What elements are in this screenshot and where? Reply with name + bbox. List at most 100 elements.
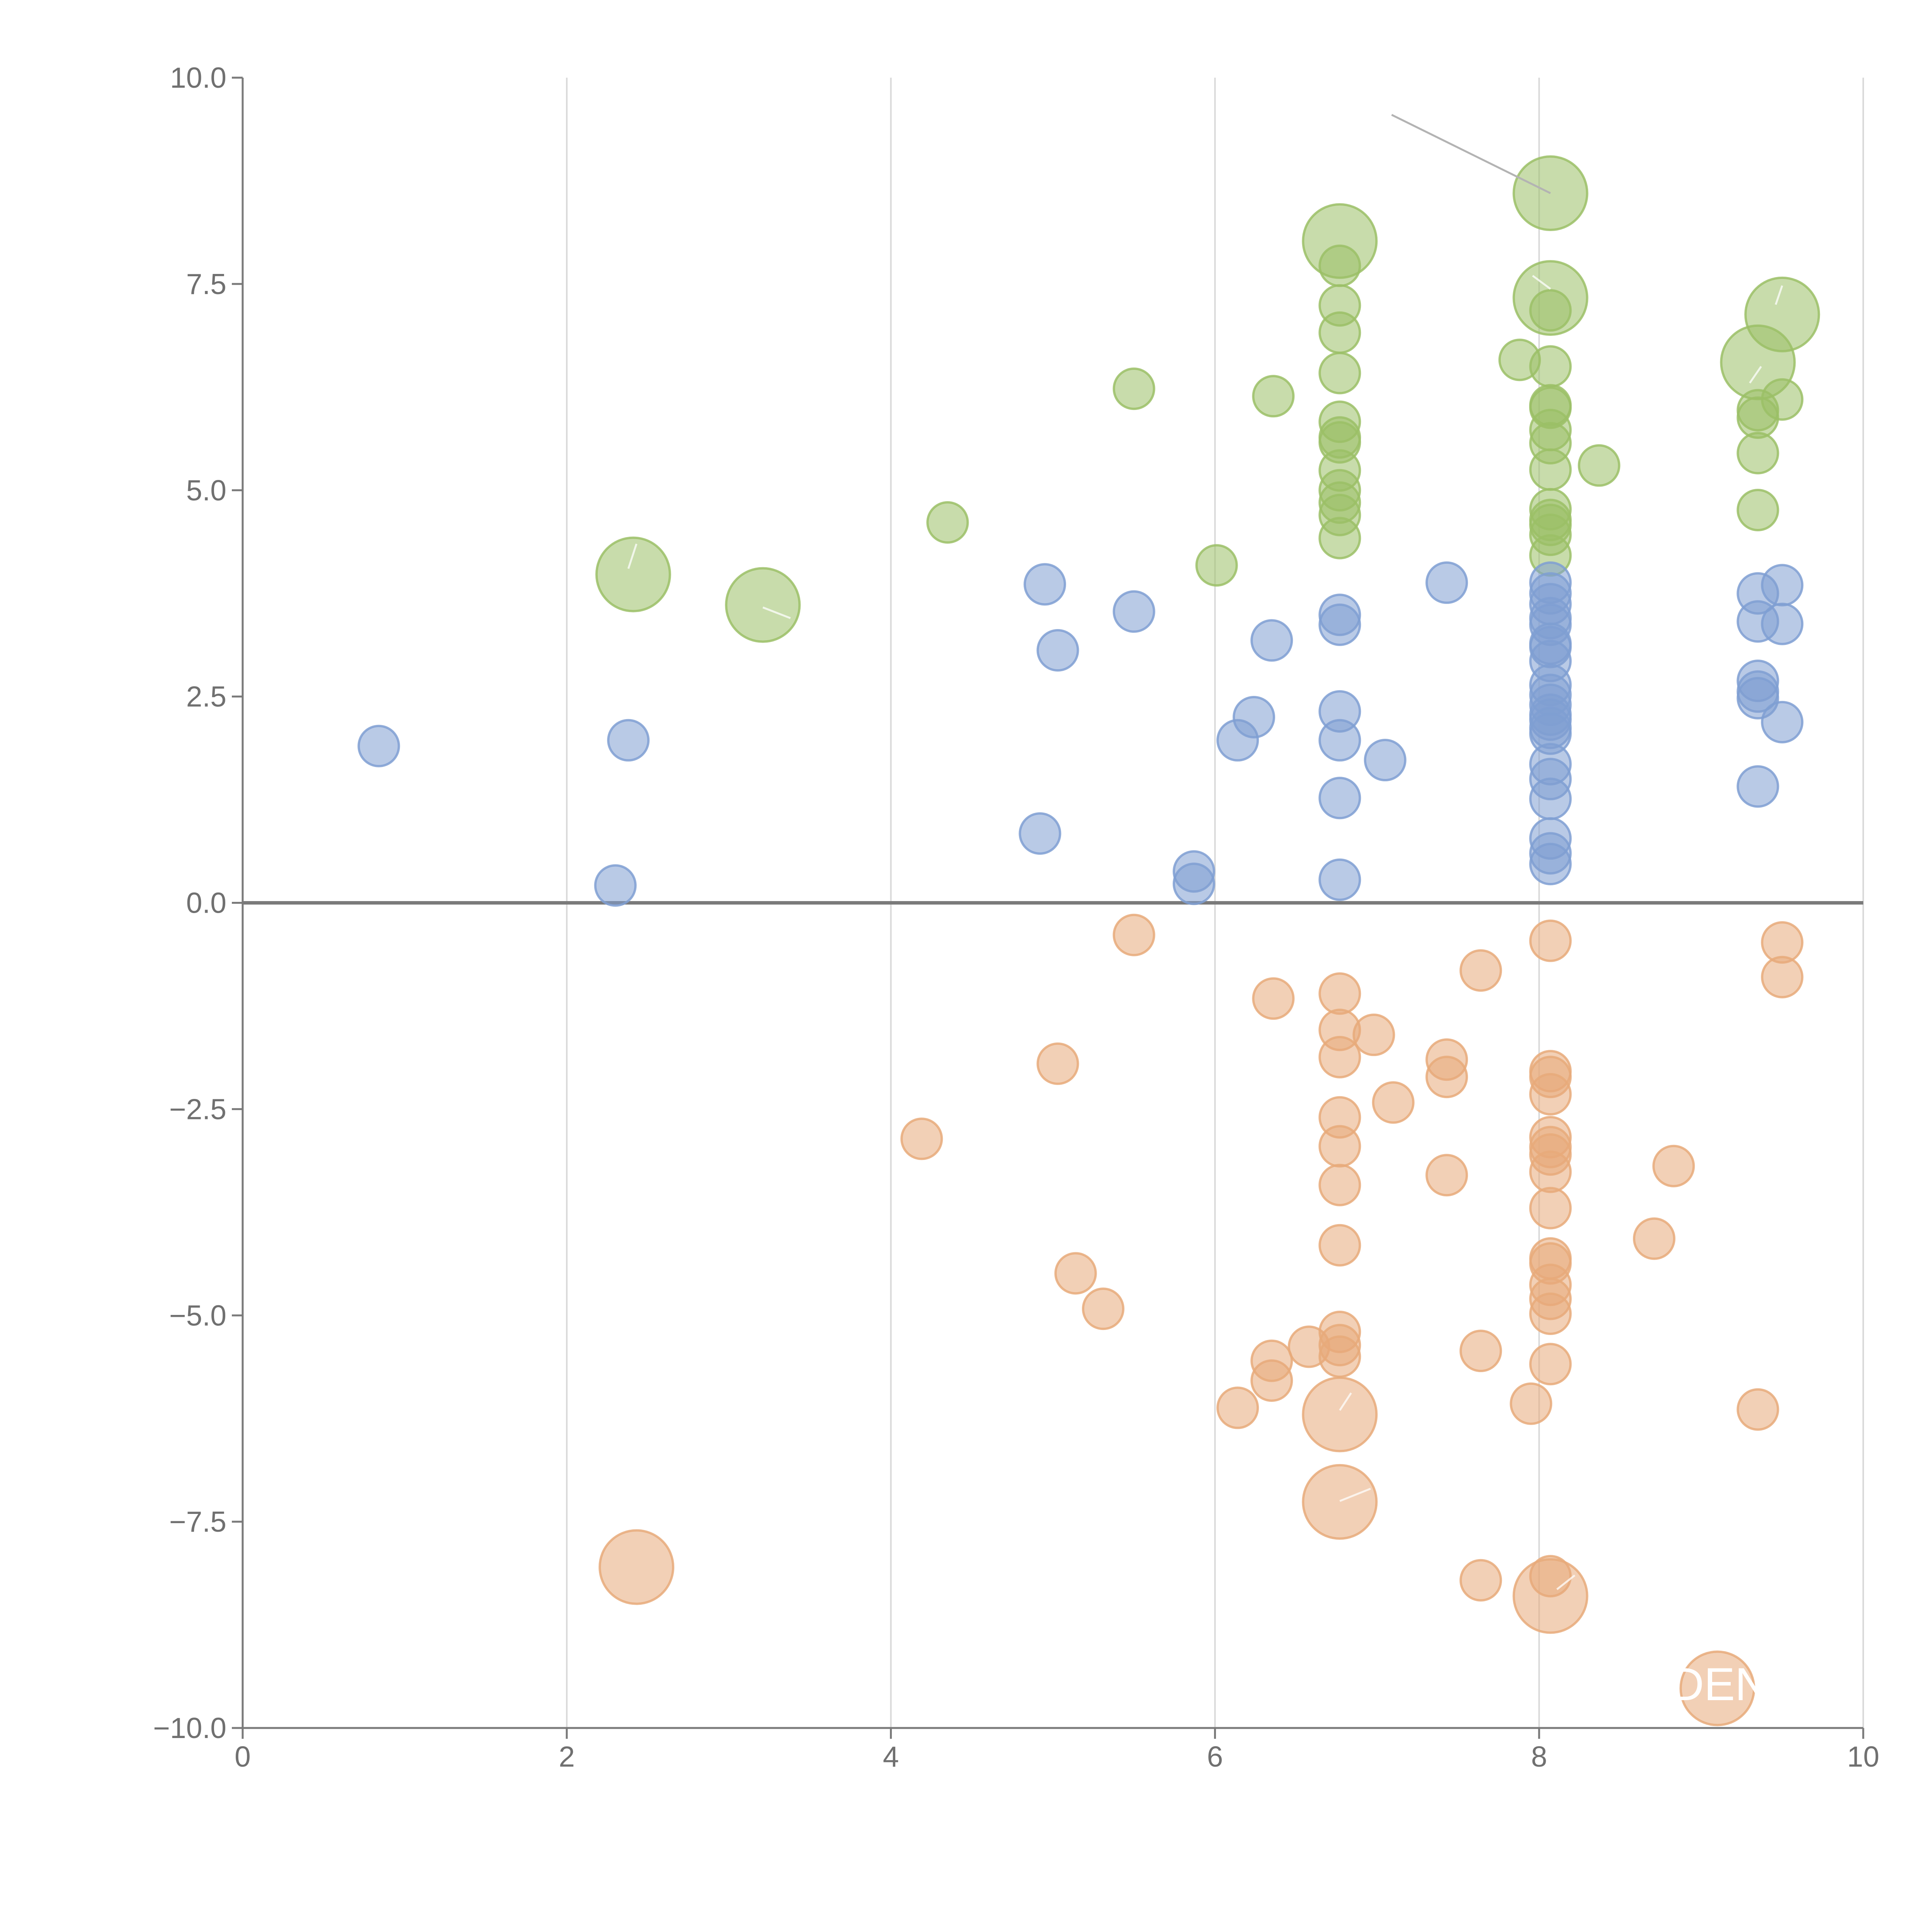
blue-point[interactable] xyxy=(1019,812,1061,855)
orange-point[interactable] xyxy=(1318,1125,1361,1168)
leader-line xyxy=(1556,1574,1576,1590)
orange-point[interactable] xyxy=(1216,1386,1259,1429)
blue-point[interactable] xyxy=(1318,603,1361,646)
orange-point[interactable] xyxy=(1054,1252,1097,1295)
orange-point[interactable] xyxy=(1372,1081,1415,1124)
orange-point[interactable] xyxy=(1512,1558,1588,1634)
green-point[interactable] xyxy=(1736,432,1779,474)
green-point[interactable] xyxy=(1761,378,1804,421)
leader-line xyxy=(1749,366,1762,384)
green-point[interactable] xyxy=(725,567,801,643)
y-tick-label: −5.0 xyxy=(169,1299,226,1332)
green-point[interactable] xyxy=(1252,375,1295,418)
orange-point[interactable] xyxy=(1529,919,1572,962)
x-tick-label: 8 xyxy=(1531,1740,1547,1773)
leader-line xyxy=(1339,1488,1371,1502)
green-point[interactable] xyxy=(1195,544,1238,587)
orange-point[interactable] xyxy=(1425,1154,1468,1197)
orange-point[interactable] xyxy=(1082,1287,1125,1330)
blue-point[interactable] xyxy=(357,724,400,767)
green-point[interactable] xyxy=(1318,244,1361,287)
green-point[interactable] xyxy=(1112,367,1155,410)
orange-point[interactable] xyxy=(1736,1388,1779,1431)
leader-line xyxy=(627,543,638,569)
orange-point[interactable] xyxy=(1318,1335,1361,1378)
blue-point[interactable] xyxy=(1761,602,1804,645)
blue-point[interactable] xyxy=(1761,701,1804,743)
orange-point[interactable] xyxy=(599,1529,675,1605)
blue-point[interactable] xyxy=(1529,843,1572,886)
orange-point[interactable] xyxy=(1529,1343,1572,1386)
orange-point[interactable] xyxy=(1318,972,1361,1015)
annotation-label: DEN xyxy=(1670,1658,1768,1710)
blue-point[interactable] xyxy=(1318,719,1361,762)
green-point[interactable] xyxy=(1736,489,1779,532)
blue-point[interactable] xyxy=(1318,858,1361,901)
orange-point[interactable] xyxy=(1352,1014,1395,1056)
orange-point[interactable] xyxy=(1633,1217,1675,1260)
orange-point[interactable] xyxy=(1652,1145,1695,1187)
orange-point[interactable] xyxy=(1112,913,1155,956)
blue-point[interactable] xyxy=(1761,564,1804,607)
orange-point[interactable] xyxy=(1679,1650,1755,1726)
orange-point[interactable] xyxy=(1250,1339,1293,1382)
blue-point[interactable] xyxy=(1425,561,1468,604)
orange-point[interactable] xyxy=(900,1117,943,1160)
blue-point[interactable] xyxy=(594,864,637,907)
y-tick-label: 7.5 xyxy=(186,268,226,300)
orange-point[interactable] xyxy=(1425,1056,1468,1099)
green-point[interactable] xyxy=(1529,289,1572,332)
orange-point[interactable] xyxy=(1529,1187,1572,1230)
y-tick-label: −2.5 xyxy=(169,1093,226,1125)
blue-point[interactable] xyxy=(1318,777,1361,820)
green-point[interactable] xyxy=(926,501,969,544)
leader-line xyxy=(1391,114,1551,194)
green-point[interactable] xyxy=(1529,448,1572,491)
y-tick-label: 2.5 xyxy=(186,680,226,713)
orange-point[interactable] xyxy=(1529,1292,1572,1335)
orange-point[interactable] xyxy=(1510,1382,1553,1425)
blue-point[interactable] xyxy=(1024,563,1066,606)
y-tick-label: −7.5 xyxy=(169,1505,226,1538)
orange-point[interactable] xyxy=(1761,956,1804,998)
green-point[interactable] xyxy=(1318,517,1361,560)
green-point[interactable] xyxy=(1529,345,1572,388)
orange-point[interactable] xyxy=(1459,1559,1502,1602)
orange-point[interactable] xyxy=(1529,1150,1572,1193)
orange-point[interactable] xyxy=(1302,1376,1378,1452)
y-tick-label: 10.0 xyxy=(170,61,226,94)
orange-point[interactable] xyxy=(1529,1073,1572,1116)
orange-point[interactable] xyxy=(1318,1224,1361,1267)
leader-line xyxy=(1532,275,1551,290)
leader-line xyxy=(762,606,791,619)
green-point[interactable] xyxy=(1578,444,1621,487)
orange-point[interactable] xyxy=(1302,1464,1378,1540)
leader-line xyxy=(1775,285,1783,305)
orange-point[interactable] xyxy=(1459,949,1502,992)
y-tick-label: 0.0 xyxy=(186,887,226,919)
blue-point[interactable] xyxy=(1529,777,1572,820)
orange-point[interactable] xyxy=(1318,1163,1361,1206)
orange-point[interactable] xyxy=(1252,977,1295,1020)
y-tick-label: 5.0 xyxy=(186,474,226,507)
orange-point[interactable] xyxy=(1459,1330,1502,1372)
blue-point[interactable] xyxy=(1736,765,1779,808)
blue-point[interactable] xyxy=(1112,590,1155,633)
orange-point[interactable] xyxy=(1318,1036,1361,1078)
green-point[interactable] xyxy=(1318,311,1361,354)
blue-point[interactable] xyxy=(607,719,650,762)
x-tick-label: 10 xyxy=(1847,1740,1879,1773)
blue-point[interactable] xyxy=(1172,862,1215,905)
blue-point[interactable] xyxy=(1364,739,1406,782)
blue-point[interactable] xyxy=(1233,696,1276,739)
orange-point[interactable] xyxy=(1036,1042,1079,1085)
blue-point[interactable] xyxy=(1250,619,1293,662)
x-tick-label: 6 xyxy=(1207,1740,1223,1773)
green-point[interactable] xyxy=(1318,352,1361,395)
blue-point[interactable] xyxy=(1036,629,1079,672)
green-point[interactable] xyxy=(595,536,671,612)
annotation-layer: DEN xyxy=(627,114,1783,1710)
y-tick-label: −10.0 xyxy=(153,1712,226,1744)
axis-layer: 0 2 4 6 8 10 10.0 7.5 5.0 2.5 0.0 −2.5 −5.0 −7.5 −10.0 xyxy=(153,61,1879,1773)
